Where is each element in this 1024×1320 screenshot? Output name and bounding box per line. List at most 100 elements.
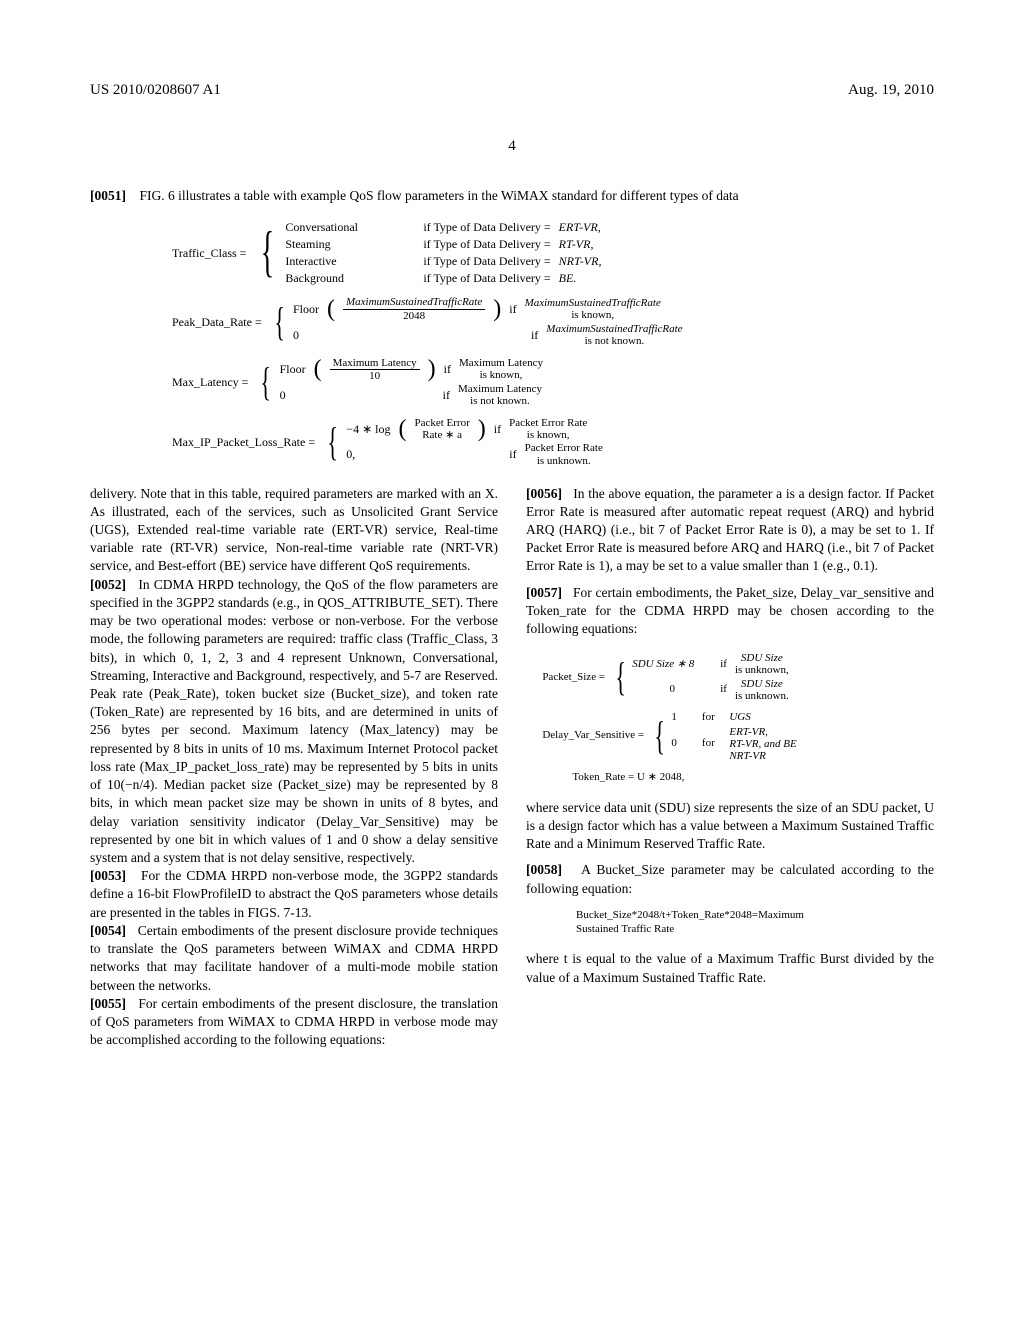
eq-line: SDU Size ∗ 8 if SDU Sizeis unknown, bbox=[632, 652, 789, 676]
para-last: where t is equal to the value of a Maxim… bbox=[526, 950, 934, 986]
eq-cond-l2b: BE bbox=[783, 738, 796, 750]
eq-max-latency: Max_Latency = { Floor ( Maximum Latency1… bbox=[172, 357, 852, 407]
para-0055: [0055] For certain embodiments of the pr… bbox=[90, 995, 498, 1050]
right-sub-equations: Packet_Size = { SDU Size ∗ 8 if SDU Size… bbox=[542, 652, 917, 784]
paren-icon: ) bbox=[478, 421, 486, 438]
eq-cond-l2: is not known. bbox=[585, 335, 645, 347]
eq-den: Rate ∗ a bbox=[422, 429, 462, 441]
eq-frac: MaximumSustainedTrafficRate2048 bbox=[343, 296, 485, 321]
brace-icon: { bbox=[327, 426, 338, 458]
eq-peak-body: Floor ( MaximumSustainedTrafficRate2048 … bbox=[293, 296, 683, 346]
page-header: US 2010/0208607 A1 Aug. 19, 2010 bbox=[90, 80, 934, 100]
para-0058: [0058] A Bucket_Size parameter may be ca… bbox=[526, 861, 934, 897]
eq-peak-label: Peak_Data_Rate = bbox=[172, 314, 262, 330]
eq-cond-l2: is unknown. bbox=[735, 690, 789, 702]
equations-block: Traffic_Class = { Conversational if Type … bbox=[172, 219, 852, 467]
page-number: 4 bbox=[90, 136, 934, 156]
eq-traffic-line: Steamingif Type of Data Delivery =RT-VR, bbox=[285, 236, 601, 252]
eq-cond-l1: Maximum Latency bbox=[458, 383, 542, 395]
eq-traffic-line: Conversational if Type of Data Delivery =… bbox=[285, 219, 601, 235]
eq-for: for bbox=[695, 710, 721, 725]
eq-cond-l2: is known, bbox=[480, 369, 523, 381]
para-0057-text: For certain embodiments, the Paket_size,… bbox=[526, 585, 934, 636]
para-num-0058: [0058] bbox=[526, 862, 562, 877]
eq-if: if bbox=[720, 682, 727, 697]
eq-cell: Conversational bbox=[285, 219, 415, 235]
brace-icon: { bbox=[274, 306, 285, 338]
eq-cond-l1: Maximum Latency bbox=[459, 357, 543, 369]
eq-cond-l2: is unknown. bbox=[537, 455, 591, 467]
brace-icon: { bbox=[615, 661, 626, 693]
eq-traffic-body: Conversational if Type of Data Delivery =… bbox=[285, 219, 601, 287]
eq-prefix: −4 ∗ log bbox=[346, 421, 390, 437]
eq-val: 1 bbox=[671, 710, 687, 725]
eq-cond-l2a: RT-VR, and bbox=[729, 738, 780, 750]
brace-icon: { bbox=[654, 720, 665, 752]
para-0051-cont: delivery. Note that in this table, requi… bbox=[90, 485, 498, 576]
eq-cond-l2: is known, bbox=[571, 309, 614, 321]
eq-line: Floor ( MaximumSustainedTrafficRate2048 … bbox=[293, 296, 683, 321]
eq-cond: MaximumSustainedTrafficRateis known, bbox=[525, 297, 661, 321]
eq-cell: BE. bbox=[559, 270, 577, 286]
para-num-0053: [0053] bbox=[90, 868, 126, 883]
eq-traffic-line: Interactiveif Type of Data Delivery =NRT… bbox=[285, 253, 601, 269]
para-0052: [0052] In CDMA HRPD technology, the QoS … bbox=[90, 576, 498, 868]
para-after-eq: where service data unit (SDU) size repre… bbox=[526, 799, 934, 854]
para-num-0055: [0055] bbox=[90, 996, 126, 1011]
eq-cond: SDU Sizeis unknown. bbox=[735, 678, 789, 702]
eq-num: Maximum Latency bbox=[330, 357, 420, 370]
eq-cond-l3: NRT-VR bbox=[729, 750, 765, 762]
paren-icon: ) bbox=[493, 301, 501, 318]
eq-packet-label: Packet_Size = bbox=[542, 670, 605, 685]
eq-loss-label: Max_IP_Packet_Loss_Rate = bbox=[172, 434, 315, 450]
eq-val: 0, bbox=[346, 446, 501, 462]
eq-bucket-l2: Sustained Traffic Rate bbox=[576, 922, 934, 936]
eq-val: 0 bbox=[293, 327, 523, 343]
two-column-body: delivery. Note that in this table, requi… bbox=[90, 485, 934, 1050]
eq-val: 0 bbox=[632, 682, 712, 697]
eq-cond-l1: ERT-VR, bbox=[729, 726, 768, 738]
para-num-0056: [0056] bbox=[526, 486, 562, 501]
eq-if: if bbox=[443, 387, 450, 403]
para-0056-text: In the above equation, the parameter a i… bbox=[526, 486, 934, 574]
eq-traffic-label: Traffic_Class = bbox=[172, 245, 246, 261]
eq-if: if bbox=[444, 361, 451, 377]
eq-cond: Maximum Latencyis known, bbox=[459, 357, 543, 381]
eq-cond-l1: SDU Size bbox=[741, 652, 783, 664]
eq-cell: if Type of Data Delivery = bbox=[423, 270, 550, 286]
eq-line: 1 for UGS bbox=[671, 710, 796, 725]
eq-loss-body: −4 ∗ log ( Packet ErrorRate ∗ a ) if Pac… bbox=[346, 417, 603, 466]
eq-if: if bbox=[509, 301, 516, 317]
eq-val: 0 bbox=[280, 387, 435, 403]
eq-cond-l1: Packet Error Rate bbox=[525, 442, 603, 454]
para-0054-text: Certain embodiments of the present discl… bbox=[90, 923, 498, 993]
eq-num: MaximumSustainedTrafficRate bbox=[343, 296, 485, 309]
eq-if: if bbox=[531, 327, 538, 343]
eq-for: for bbox=[695, 736, 721, 751]
brace-icon: { bbox=[261, 233, 274, 272]
pub-date: Aug. 19, 2010 bbox=[848, 80, 934, 100]
eq-cond: Packet Error Rateis unknown. bbox=[525, 442, 603, 466]
eq-cell: if Type of Data Delivery = bbox=[423, 219, 550, 235]
eq-cell: if Type of Data Delivery = bbox=[423, 253, 550, 269]
eq-cond: UGS bbox=[729, 710, 750, 725]
left-column: delivery. Note that in this table, requi… bbox=[90, 485, 498, 1050]
para-0051-top: [0051] FIG. 6 illustrates a table with e… bbox=[90, 187, 934, 205]
para-num-0054: [0054] bbox=[90, 923, 126, 938]
eq-delay-var: Delay_Var_Sensitive = { 1 for UGS 0 for … bbox=[542, 710, 917, 762]
eq-peak-data-rate: Peak_Data_Rate = { Floor ( MaximumSustai… bbox=[172, 296, 852, 346]
eq-val: SDU Size ∗ 8 bbox=[632, 657, 712, 672]
eq-delay-label: Delay_Var_Sensitive = bbox=[542, 728, 644, 743]
eq-cell: ERT-VR, bbox=[559, 219, 601, 235]
eq-token-rate: Token_Rate = U ∗ 2048, bbox=[572, 770, 917, 785]
eq-line: Floor ( Maximum Latency10 ) if Maximum L… bbox=[280, 357, 543, 382]
eq-traffic-class: Traffic_Class = { Conversational if Type … bbox=[172, 219, 852, 287]
eq-frac: Maximum Latency10 bbox=[330, 357, 420, 382]
eq-bucket-l1: Bucket_Size*2048/t+Token_Rate*2048=Maxim… bbox=[576, 908, 934, 922]
eq-val: 0 bbox=[671, 736, 687, 751]
eq-den: 10 bbox=[366, 370, 383, 382]
eq-latency-body: Floor ( Maximum Latency10 ) if Maximum L… bbox=[280, 357, 543, 407]
para-0056: [0056] In the above equation, the parame… bbox=[526, 485, 934, 576]
eq-max-ip-packet-loss: Max_IP_Packet_Loss_Rate = { −4 ∗ log ( P… bbox=[172, 417, 852, 466]
para-num-0057: [0057] bbox=[526, 585, 562, 600]
